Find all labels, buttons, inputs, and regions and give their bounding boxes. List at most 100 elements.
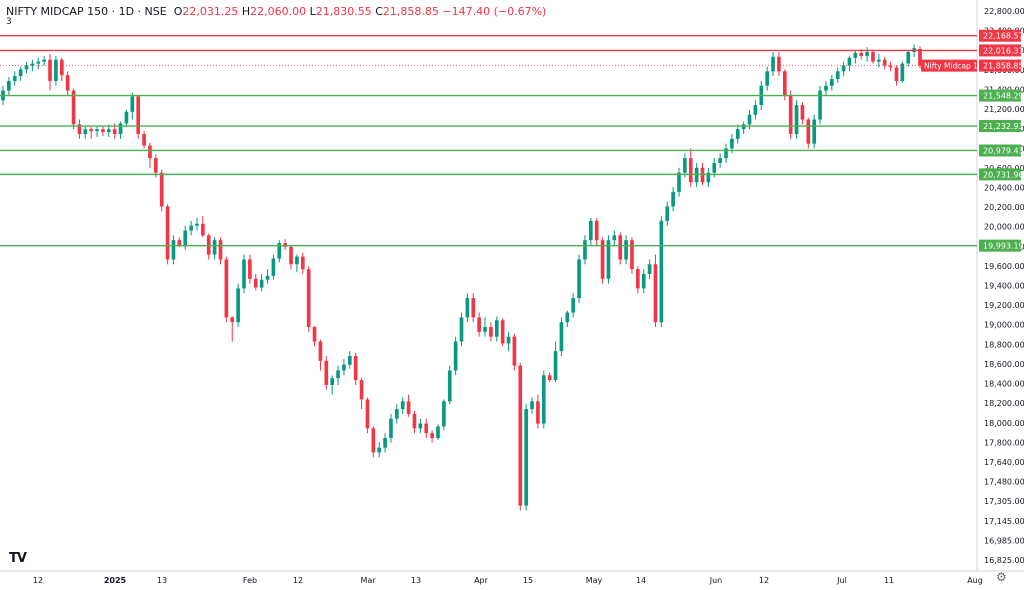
candle-body	[277, 243, 282, 259]
candle-body	[571, 298, 576, 313]
candle-body	[835, 71, 840, 80]
candle-body	[406, 401, 411, 414]
candle-body	[653, 264, 658, 323]
gear-icon[interactable]: ⚙	[996, 570, 1007, 584]
candle-body	[671, 191, 675, 207]
level-value: 19,993.19	[983, 242, 1024, 251]
candle-body	[212, 240, 217, 255]
last-price-tag	[979, 59, 1021, 72]
y-tick-label: 20,600.00	[984, 164, 1024, 173]
candle-body	[65, 75, 70, 91]
candle-body	[154, 158, 158, 173]
high-value: 22,060.00	[250, 5, 307, 18]
candle-body	[118, 123, 123, 135]
candle-body	[900, 63, 905, 81]
candle-body	[289, 246, 293, 265]
x-tick-label: Jul	[836, 576, 847, 585]
candle-body	[236, 288, 240, 323]
candle-body	[630, 240, 634, 270]
candle-body	[706, 172, 711, 183]
y-tick-label: 18,600.00	[984, 360, 1024, 369]
y-tick-label: 17,145.00	[984, 517, 1024, 526]
x-tick-label: 15	[523, 576, 533, 585]
candle-body	[30, 63, 35, 66]
candle-body	[612, 235, 617, 241]
candle-body	[359, 380, 364, 400]
y-tick-label: 20,400.00	[984, 183, 1024, 192]
candle-body	[218, 240, 223, 260]
symbol-title[interactable]: NIFTY MIDCAP 150 · 1D · NSE	[6, 5, 167, 18]
candle-body	[724, 148, 728, 159]
candle-body	[506, 336, 511, 344]
support-level-tag	[979, 239, 1021, 252]
candle-body	[812, 119, 817, 144]
candle-body	[124, 111, 129, 124]
candle-body	[447, 370, 452, 402]
y-tick-label: 21,200.00	[984, 105, 1024, 114]
candle-body	[877, 59, 881, 62]
candle-body	[248, 259, 252, 279]
low-label: L	[309, 5, 316, 18]
level-value: 22,016.31	[983, 46, 1024, 55]
candle-body	[536, 401, 540, 424]
indicator-count-badge[interactable]: 3	[6, 17, 12, 27]
level-value: 21,232.93	[983, 122, 1024, 131]
x-tick-label: Feb	[243, 576, 257, 585]
candle-body	[753, 105, 758, 115]
x-tick-label: May	[586, 576, 603, 585]
y-tick-label: 17,480.00	[984, 478, 1024, 487]
series-name-label: Nifty Midcap 150	[924, 62, 988, 71]
high-label: H	[241, 5, 251, 18]
candle-body	[606, 240, 611, 279]
candle-body	[418, 423, 423, 429]
candle-body	[477, 317, 481, 332]
candle-body	[512, 336, 517, 366]
candle-body	[48, 59, 52, 81]
x-tick-label: Aug	[967, 576, 983, 585]
candle-body	[59, 59, 64, 76]
open-value: 22,031.25	[182, 5, 239, 18]
support-level-tag	[979, 144, 1021, 157]
candle-body	[83, 129, 88, 135]
candle-body	[230, 317, 235, 323]
candle-body	[18, 69, 23, 77]
candle-body	[430, 433, 434, 438]
level-value: 20,979.43	[983, 146, 1024, 155]
candle-body	[624, 240, 628, 260]
candle-body	[112, 129, 117, 135]
candle-body	[918, 49, 922, 66]
candle-body	[583, 240, 587, 260]
candle-body	[683, 158, 687, 173]
level-value: 20,731.96	[983, 170, 1024, 179]
candle-body	[312, 327, 317, 342]
candle-body	[324, 360, 329, 385]
candle-body	[377, 447, 382, 453]
candle-body	[906, 52, 911, 64]
candle-body	[741, 124, 746, 130]
candle-body	[459, 317, 464, 342]
candle-body	[541, 375, 546, 424]
candle-body	[518, 365, 523, 506]
candle-body	[95, 129, 99, 132]
candle-body	[859, 52, 864, 56]
level-value: 22,168.57	[983, 32, 1024, 41]
candle-body	[841, 65, 846, 72]
candle-body	[636, 269, 640, 289]
candle-body	[242, 259, 246, 289]
candle-body	[342, 364, 346, 371]
y-tick-label: 19,400.00	[984, 282, 1024, 291]
candle-body	[894, 67, 899, 81]
candle-body	[12, 76, 17, 81]
candle-body	[71, 90, 76, 125]
y-tick-label: 19,200.00	[984, 301, 1024, 310]
candle-body	[871, 52, 875, 62]
candle-body	[577, 259, 581, 299]
candle-body	[371, 428, 376, 453]
candle-body	[400, 401, 405, 410]
candle-body	[818, 90, 822, 120]
candle-body	[465, 298, 470, 318]
candle-body	[489, 327, 493, 337]
x-tick-label: 12	[33, 576, 43, 585]
tradingview-logo-icon[interactable]: TV	[9, 551, 27, 566]
